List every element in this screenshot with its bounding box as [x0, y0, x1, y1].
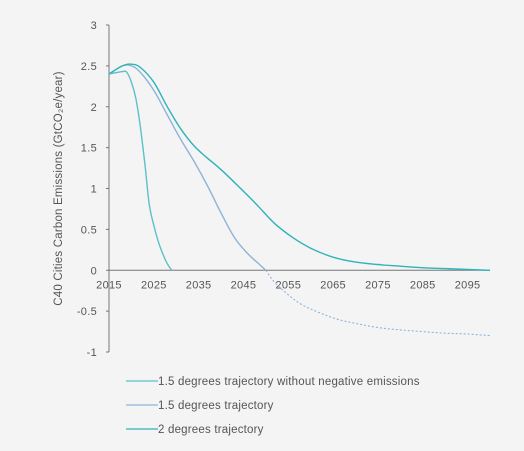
axes: 3 2.5 2 1.5 1 0.5 0 -0.5 -1 2015 2025 2035 2045 2055 2… — [53, 20, 490, 359]
x-tick-label: 2065 — [320, 279, 346, 291]
y-axis-label: C40 Cities Carbon Emissions (GtCO₂e/year… — [53, 71, 65, 305]
line-15-trajectory — [108, 64, 267, 271]
x-tick-label: 2045 — [231, 279, 257, 291]
x-tick-label: 2075 — [365, 279, 391, 291]
y-tick-label: -0.5 — [77, 306, 97, 318]
y-tick-label: 0 — [91, 265, 97, 277]
legend-item-2-degrees-label: 2 degrees trajectory — [158, 424, 264, 436]
legend: 1.5 degrees trajectory without negative … — [126, 376, 420, 436]
x-tick-label: 2055 — [275, 279, 301, 291]
legend-item-15-no-negative-label: 1.5 degrees trajectory without negative … — [158, 376, 420, 388]
y-tick-label: 0.5 — [81, 224, 97, 236]
y-tick-label: 3 — [91, 20, 97, 32]
x-tick-label: 2015 — [96, 279, 122, 291]
line-2-degrees — [108, 63, 491, 271]
legend-item-15-trajectory-label: 1.5 degrees trajectory — [158, 400, 274, 412]
y-tick-label: -1 — [87, 347, 97, 359]
y-tick-label: 1 — [91, 184, 97, 196]
x-tick-label: 2085 — [410, 279, 436, 291]
y-tick-label: 2 — [91, 102, 97, 114]
x-tick-label: 2025 — [141, 279, 167, 291]
line-15-trajectory-negative-dotted — [265, 269, 491, 337]
x-tick-label: 2095 — [455, 279, 481, 291]
x-tick-label: 2035 — [186, 279, 212, 291]
series-lines — [108, 63, 491, 337]
y-tick-label: 2.5 — [81, 61, 97, 73]
line-15-no-negative — [108, 70, 173, 271]
y-tick-label: 1.5 — [81, 143, 97, 155]
